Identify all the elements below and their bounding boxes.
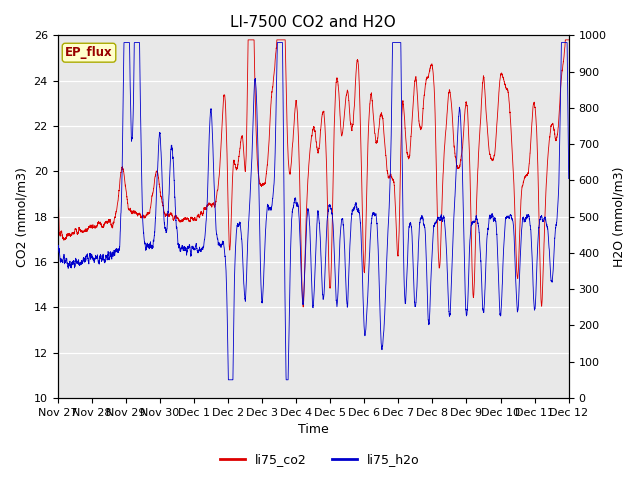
X-axis label: Time: Time [298, 423, 328, 436]
Y-axis label: H2O (mmol/m3): H2O (mmol/m3) [612, 167, 625, 267]
Title: LI-7500 CO2 and H2O: LI-7500 CO2 and H2O [230, 15, 396, 30]
Legend: li75_co2, li75_h2o: li75_co2, li75_h2o [215, 448, 425, 471]
Y-axis label: CO2 (mmol/m3): CO2 (mmol/m3) [15, 167, 28, 266]
Text: EP_flux: EP_flux [65, 46, 113, 59]
